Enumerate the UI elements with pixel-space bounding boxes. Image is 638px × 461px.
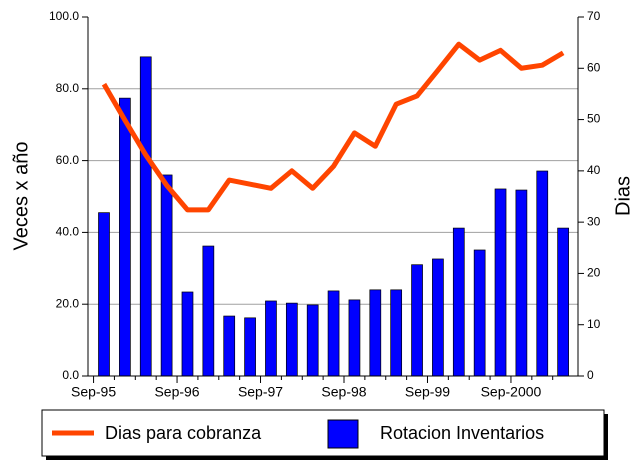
bar: [369, 289, 382, 377]
line: [101, 41, 565, 213]
y2-tick-label: 30: [587, 214, 601, 228]
bar: [536, 170, 549, 377]
bar: [452, 227, 465, 377]
legend: [41, 409, 605, 457]
bar: [390, 289, 403, 377]
bar: [285, 302, 298, 377]
bar: [244, 317, 256, 377]
x-tick-label: Sep-95: [71, 384, 116, 400]
y2-axis-title: Dias: [612, 176, 634, 216]
bar: [327, 290, 340, 377]
x-tick-label: Sep-99: [405, 384, 450, 400]
bar: [181, 291, 194, 377]
y2-tick-label: 60: [587, 60, 601, 74]
bar: [306, 304, 319, 377]
bar: [98, 212, 110, 377]
y2-tick-label: 70: [587, 9, 601, 23]
bar: [557, 227, 569, 377]
bar: [515, 189, 528, 377]
y2-tick-label: 40: [587, 163, 601, 177]
bar: [494, 188, 507, 377]
y-tick-label: 80.0: [56, 81, 80, 95]
bar: [265, 300, 277, 377]
y-tick-label: 60.0: [56, 153, 80, 167]
y-axis-title: Veces x año: [10, 142, 32, 251]
bar: [348, 299, 361, 377]
bar: [432, 258, 444, 377]
y2-tick-label: 10: [587, 317, 601, 331]
legend-label: Dias para cobranza: [105, 423, 262, 443]
x-tick-label: Sep-2000: [481, 384, 542, 400]
y-tick-label: 20.0: [56, 296, 80, 310]
bar: [202, 245, 215, 377]
bar: [160, 174, 173, 377]
y-tick-label: 40.0: [56, 225, 80, 239]
x-tick-label: Sep-98: [321, 384, 366, 400]
y2-tick-label: 50: [587, 112, 601, 126]
y-tick-label: 0.0: [62, 368, 79, 382]
y-tick-label: 100.0: [49, 9, 79, 23]
bar: [139, 56, 152, 377]
bar: [119, 97, 131, 377]
x-tick-label: Sep-97: [238, 384, 283, 400]
bar: [411, 264, 423, 377]
y2-tick-label: 20: [587, 266, 601, 280]
legend-swatch: [327, 419, 359, 449]
bar: [473, 249, 486, 377]
legend-label: Rotacion Inventarios: [380, 423, 544, 443]
y2-tick-label: 0: [587, 368, 594, 382]
bar: [223, 315, 236, 377]
x-tick-label: Sep-96: [154, 384, 199, 400]
